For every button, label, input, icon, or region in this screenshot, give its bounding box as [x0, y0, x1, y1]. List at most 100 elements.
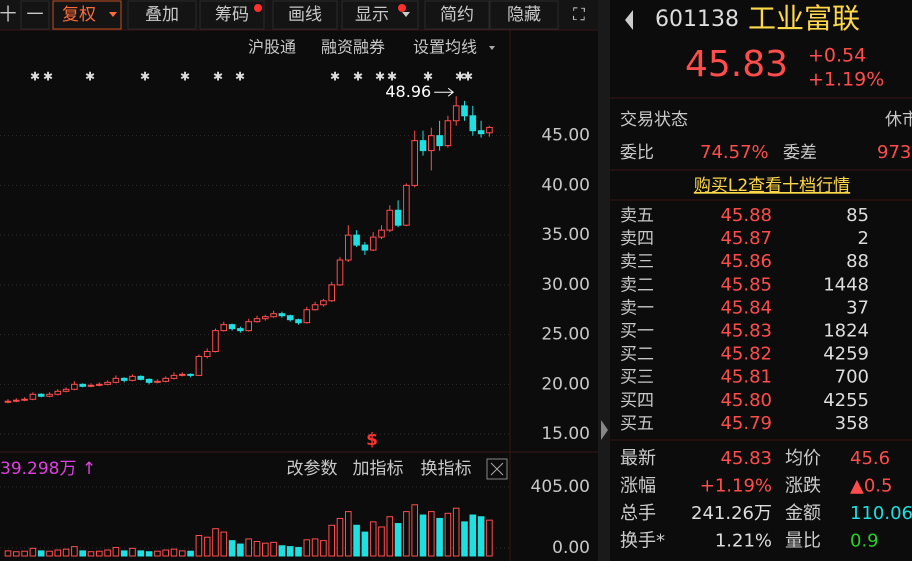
stat-cell: +1.19%	[700, 476, 772, 497]
book-side: 卖五	[620, 206, 654, 226]
y-tick-label: 35.00	[541, 225, 590, 245]
candle-body	[428, 135, 435, 152]
stat-cell: 金额	[785, 503, 821, 524]
volume-bar	[179, 550, 186, 557]
toolbar-button[interactable]	[199, 0, 265, 30]
candle-body	[411, 140, 418, 186]
event-marker: ✱	[353, 70, 363, 84]
candle-body	[444, 120, 452, 147]
volume-bar	[228, 540, 236, 557]
indicator-button[interactable]: 加指标	[353, 459, 404, 479]
volume-bar	[137, 550, 145, 557]
event-marker: ✱	[213, 70, 223, 84]
book-price: 45.82	[720, 344, 772, 365]
stat-cell: 110.06	[850, 503, 912, 524]
book-volume: 1448	[823, 274, 869, 295]
book-price: 45.81	[720, 367, 772, 388]
volume-bar	[220, 531, 228, 557]
close-x[interactable]	[490, 462, 504, 476]
stat-cell: 最新	[620, 448, 656, 469]
ratio-cell: 委差	[783, 143, 817, 163]
candle-body	[477, 130, 485, 135]
stat-cell: 1.21%	[715, 531, 772, 552]
close-button[interactable]	[486, 458, 508, 480]
volume-bar	[79, 550, 87, 557]
l2-link[interactable]: 购买L2查看十档行情	[694, 176, 850, 196]
book-side: 买二	[620, 345, 654, 365]
toolbar-label[interactable]: 复权	[62, 5, 96, 25]
volume-bar	[428, 511, 435, 557]
toolbar-label[interactable]: 隐藏	[507, 5, 541, 25]
panel-lines	[610, 97, 912, 441]
splitter[interactable]	[598, 0, 610, 561]
candle-body	[212, 330, 219, 353]
volume-bar	[62, 548, 70, 557]
candle-body	[195, 355, 203, 376]
volume-bar	[253, 540, 261, 557]
event-marker: ✱	[30, 70, 40, 84]
toolbar-button[interactable]	[272, 0, 338, 30]
fullscreen-icon[interactable]: ⛶	[573, 5, 585, 25]
toolbar-button[interactable]	[341, 0, 419, 30]
status-label: 交易状态	[620, 110, 688, 130]
volume-label: 39.298万 ↑	[0, 459, 96, 479]
book-side: 买三	[620, 368, 654, 388]
toolbar-label[interactable]: 显示	[355, 5, 389, 25]
volume-bar	[170, 548, 178, 557]
indicator-button[interactable]: 改参数	[287, 459, 338, 479]
volume-bar	[444, 512, 452, 557]
event-marker: ✱	[423, 70, 433, 84]
volume-bar	[452, 507, 460, 557]
toolbar-label[interactable]: 简约	[440, 5, 474, 25]
volume-tick-label: 405.00	[531, 477, 590, 497]
volume-bar	[4, 550, 12, 557]
back-arrow[interactable]	[625, 10, 633, 30]
volume-bar	[336, 517, 344, 557]
candle-body	[353, 234, 360, 246]
indicator-button[interactable]: 换指标	[421, 459, 472, 479]
toolbar-label[interactable]: 画线	[288, 5, 322, 25]
volume-bar	[96, 550, 103, 557]
toolbar-button[interactable]	[52, 0, 122, 30]
book-volume: 4259	[823, 344, 869, 365]
candle-body	[311, 304, 319, 311]
candle-body	[87, 384, 95, 387]
candle-body	[21, 398, 28, 401]
book-price: 45.80	[720, 390, 772, 411]
toolbar-button[interactable]	[127, 0, 197, 30]
sub-toolbar-link[interactable]: 融资融券	[321, 38, 385, 57]
volume-bar	[104, 549, 111, 557]
candle-body	[295, 319, 302, 324]
percent-change: +1.19%	[808, 69, 884, 91]
ratio-cell: 74.57%	[700, 142, 769, 163]
volume-bar	[262, 542, 269, 557]
toolbar-label[interactable]: 叠加	[145, 5, 179, 25]
splitter-arrow[interactable]	[601, 420, 608, 440]
candle-body	[303, 309, 311, 324]
toolbar-button[interactable]	[424, 0, 490, 30]
badge-dot	[254, 4, 262, 12]
candle-body	[37, 393, 45, 397]
sub-toolbar-link[interactable]: 设置均线	[413, 38, 477, 57]
volume-bar	[436, 517, 443, 557]
book-volume: 2	[858, 228, 869, 249]
volume-bar	[21, 550, 28, 557]
candle-body	[336, 259, 344, 286]
candle-body	[253, 318, 261, 323]
candle-body	[104, 381, 111, 385]
toolbar-button[interactable]	[20, 0, 50, 30]
volume-bar	[203, 536, 211, 557]
toolbar-label[interactable]: 筹码	[215, 5, 249, 25]
candle-body	[345, 234, 352, 261]
stock-code: 601138	[655, 7, 739, 32]
ratio-cell: 973	[877, 142, 911, 163]
toolbar-label[interactable]: 十	[0, 5, 17, 25]
candle-body	[469, 115, 477, 132]
y-tick-label: 45.00	[541, 126, 590, 146]
candle-body	[452, 105, 460, 122]
sub-toolbar-link[interactable]: 沪股通	[248, 38, 296, 57]
toolbar-label[interactable]: 一	[27, 5, 44, 25]
toolbar-button[interactable]	[489, 0, 559, 30]
volume-bar	[295, 546, 302, 557]
stat-cell: 45.6	[850, 448, 890, 469]
